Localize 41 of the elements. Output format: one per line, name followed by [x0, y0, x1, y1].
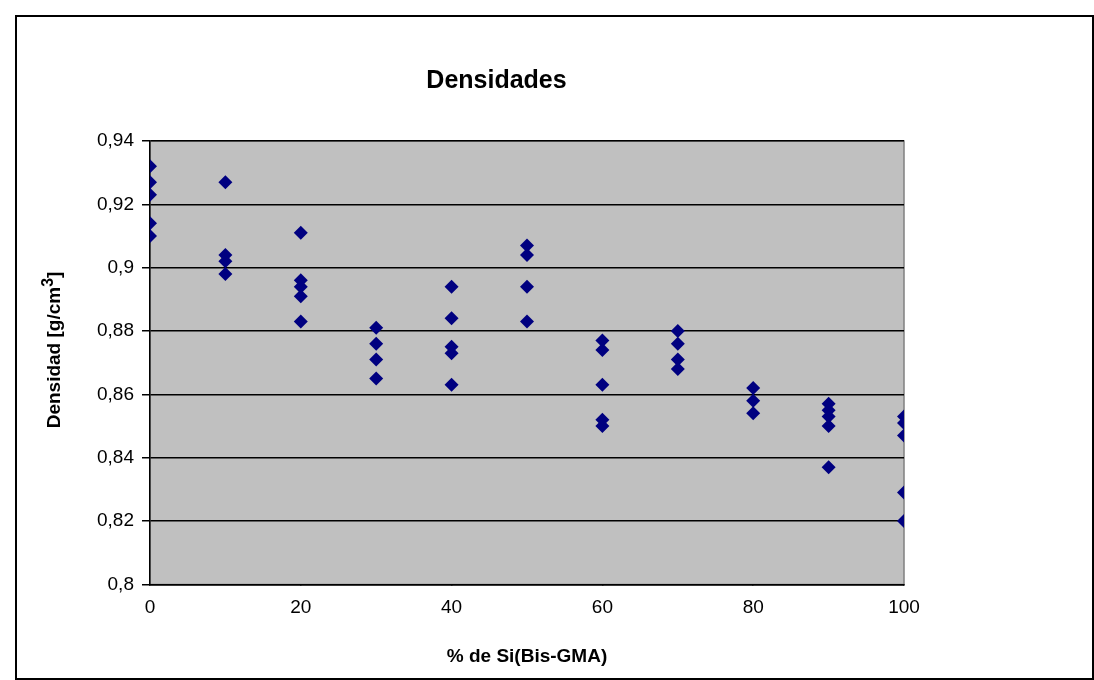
point — [369, 352, 384, 367]
point — [670, 336, 685, 351]
point — [293, 289, 308, 304]
point — [293, 225, 308, 240]
chart-title: Densidades — [426, 64, 567, 93]
y-tick-label: 0,9 — [107, 255, 134, 277]
x-tick-label: 100 — [888, 596, 920, 618]
point — [218, 175, 233, 190]
x-axis-title: % de Si(Bis-GMA) — [446, 644, 608, 666]
y-tick-label: 0,82 — [97, 509, 134, 531]
point — [746, 406, 761, 421]
point — [369, 371, 384, 386]
x-tick-label: 40 — [441, 596, 463, 618]
point — [519, 314, 534, 329]
y-tick-label: 0,8 — [107, 572, 134, 594]
point — [670, 324, 685, 339]
point — [821, 419, 836, 434]
x-tick-label: 60 — [591, 596, 613, 618]
point — [519, 248, 534, 263]
point — [218, 267, 233, 282]
point — [670, 362, 685, 377]
point — [595, 343, 610, 358]
point — [293, 314, 308, 329]
y-tick-label: 0,88 — [97, 319, 134, 341]
point — [746, 381, 761, 396]
point — [821, 460, 836, 475]
point — [519, 279, 534, 294]
point — [369, 336, 384, 351]
point — [444, 311, 459, 326]
point — [444, 279, 459, 294]
y-tick-label: 0,86 — [97, 382, 134, 404]
point — [746, 393, 761, 408]
y-tick-label: 0,92 — [97, 192, 134, 214]
y-tick-label: 0,94 — [97, 129, 135, 151]
point — [444, 377, 459, 392]
y-tick-label: 0,84 — [97, 445, 135, 467]
x-tick-label: 0 — [144, 596, 156, 618]
x-tick-label: 80 — [742, 596, 764, 618]
point — [369, 320, 384, 335]
point — [595, 377, 610, 392]
x-tick-label: 20 — [290, 596, 312, 618]
